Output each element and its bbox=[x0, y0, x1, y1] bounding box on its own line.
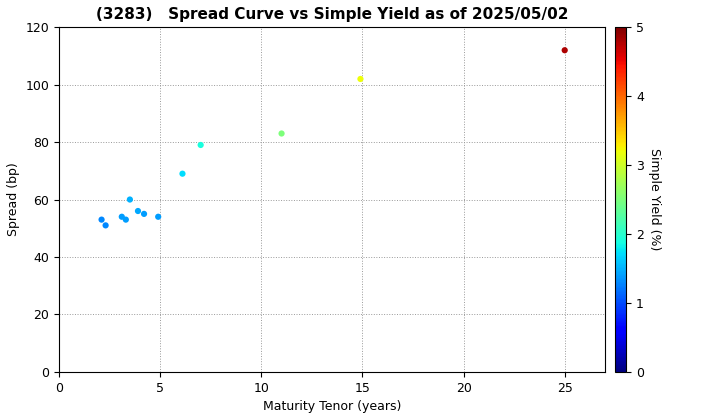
Point bbox=[120, 216, 132, 223]
Point bbox=[559, 47, 570, 54]
Title: (3283)   Spread Curve vs Simple Yield as of 2025/05/02: (3283) Spread Curve vs Simple Yield as o… bbox=[96, 7, 568, 22]
Point bbox=[100, 222, 112, 229]
Point bbox=[96, 216, 107, 223]
Point bbox=[153, 213, 164, 220]
Point bbox=[195, 142, 207, 148]
X-axis label: Maturity Tenor (years): Maturity Tenor (years) bbox=[263, 400, 401, 413]
Point bbox=[116, 213, 127, 220]
Y-axis label: Simple Yield (%): Simple Yield (%) bbox=[648, 148, 661, 251]
Y-axis label: Spread (bp): Spread (bp) bbox=[7, 163, 20, 236]
Point bbox=[132, 207, 144, 214]
Point bbox=[176, 171, 188, 177]
Point bbox=[355, 76, 366, 82]
Point bbox=[138, 210, 150, 217]
Point bbox=[124, 196, 135, 203]
Point bbox=[276, 130, 287, 137]
